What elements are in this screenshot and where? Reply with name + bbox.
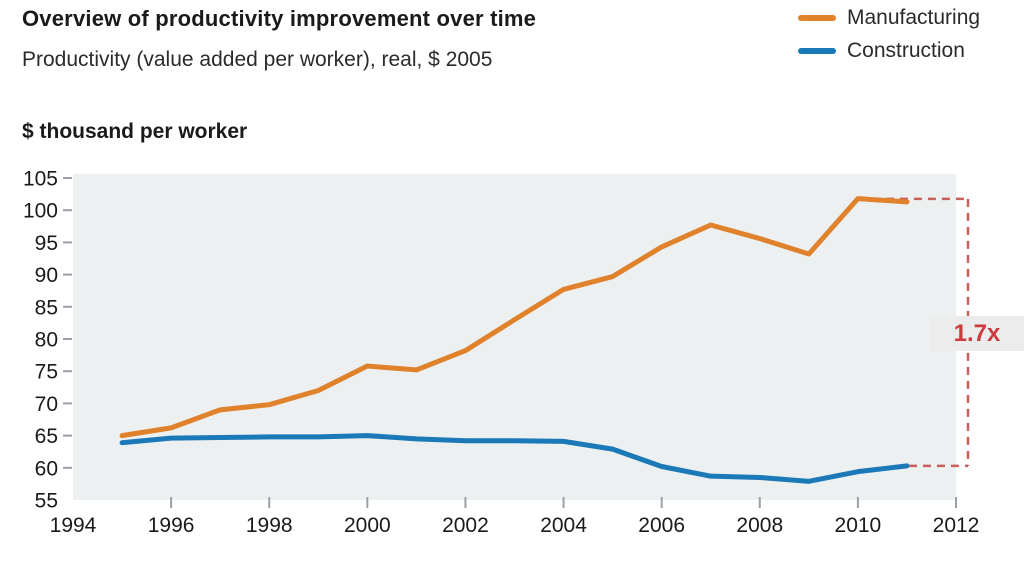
x-tick-label: 2010	[835, 514, 882, 537]
x-tick-label: 2006	[638, 514, 685, 537]
y-tick-label: 95	[35, 232, 58, 255]
x-tick-label: 2002	[442, 514, 489, 537]
manufacturing-line-swatch	[798, 15, 836, 21]
chart-title: Overview of productivity improvement ove…	[22, 6, 537, 31]
y-tick-label: 70	[35, 393, 58, 416]
y-tick-label: 105	[23, 168, 58, 191]
construction-line	[119, 433, 910, 484]
ratio-label: 1.7x	[930, 316, 1024, 351]
x-tick-label: 2008	[736, 514, 783, 537]
x-tick-label: 1994	[50, 514, 97, 537]
legend-label-construction: Construction	[847, 39, 965, 62]
manufacturing-line	[119, 196, 910, 439]
y-tick-label: 100	[23, 200, 58, 223]
y-tick-label: 65	[35, 425, 58, 448]
y-tick-label: 85	[35, 296, 58, 319]
legend-label-manufacturing: Manufacturing	[847, 6, 981, 29]
x-tick-label: 1996	[148, 514, 195, 537]
legend: Manufacturing Construction	[798, 5, 980, 64]
x-axis-ticks: 1994 1996 1998 2000 2002 2004 2006 2008 2010 2012	[50, 497, 980, 537]
x-tick-label: 1998	[246, 514, 293, 537]
y-tick-label: 80	[35, 329, 58, 352]
y-tick-label: 60	[35, 457, 58, 480]
y-tick-label: 75	[35, 361, 58, 384]
x-tick-label: 2004	[540, 514, 587, 537]
y-axis-title: $ thousand per worker	[22, 120, 248, 143]
chart-subtitle: Productivity (value added per worker), r…	[22, 48, 493, 71]
construction-line-swatch	[798, 48, 836, 54]
y-tick-label: 90	[35, 264, 58, 287]
x-tick-label: 2012	[933, 514, 980, 537]
plot-background	[73, 174, 956, 500]
y-tick-label: 55	[35, 490, 58, 513]
legend-item-construction: Construction	[798, 38, 980, 64]
y-axis-ticks: 105 100 95 90 85 80 75 70 65 60 55	[23, 168, 72, 513]
legend-item-manufacturing: Manufacturing	[798, 5, 980, 31]
x-tick-label: 2000	[344, 514, 391, 537]
